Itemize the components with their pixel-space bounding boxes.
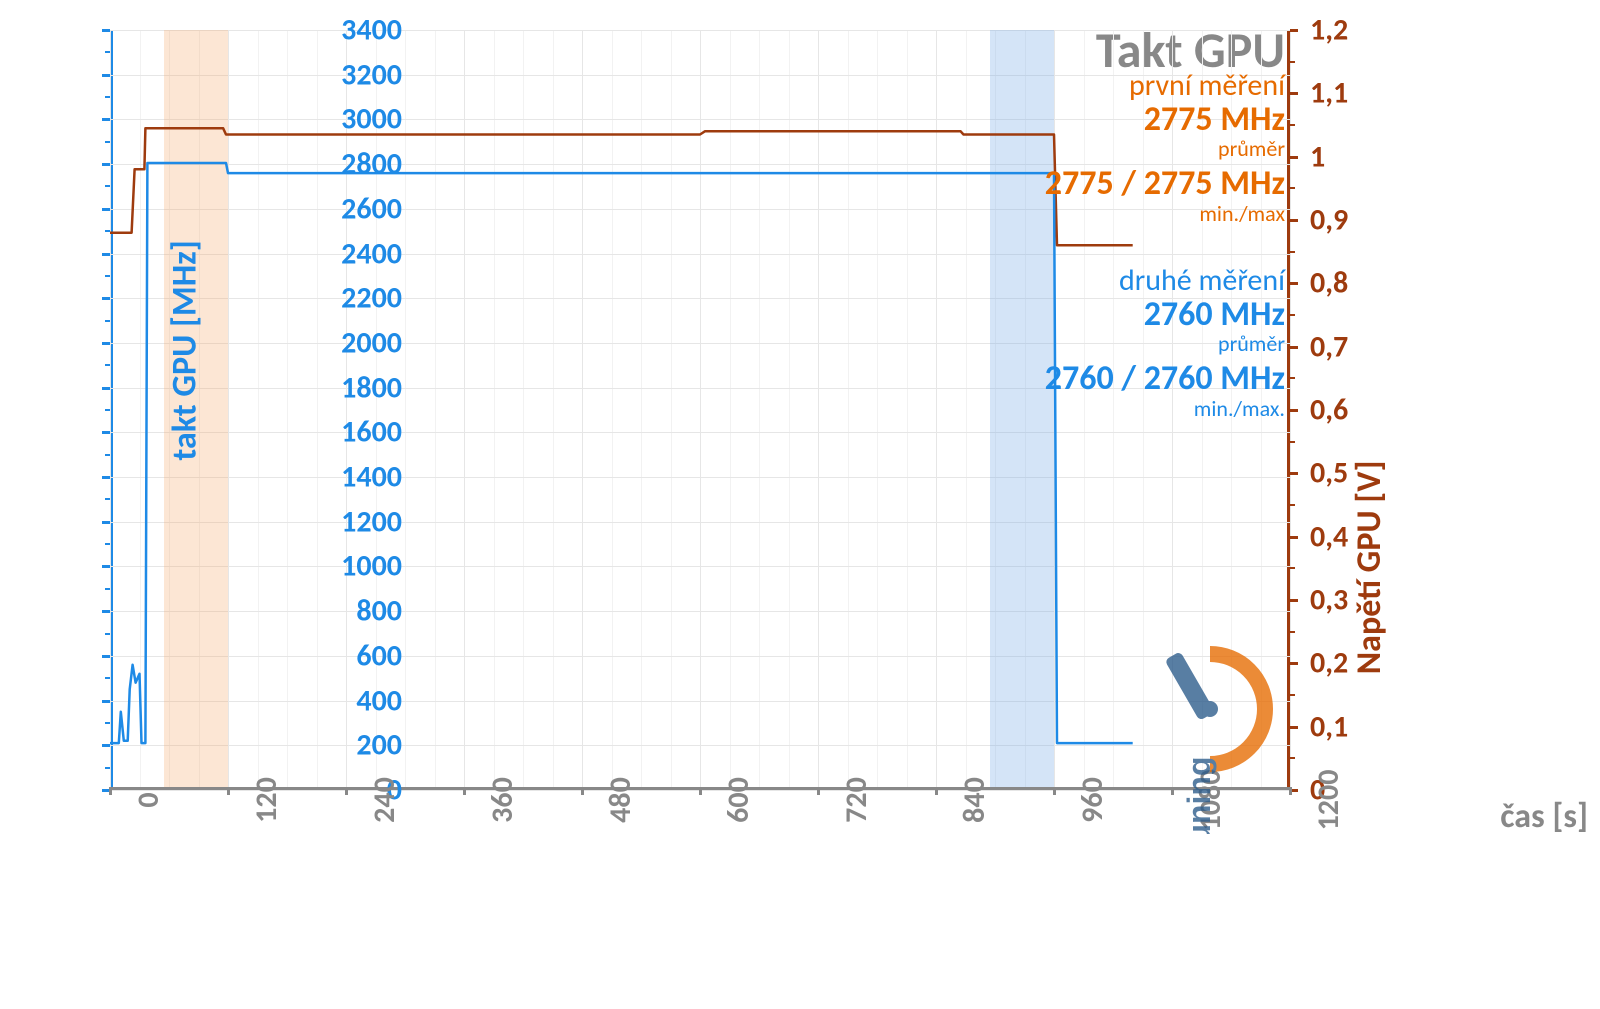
y-left-tick-label: 2800 — [322, 146, 402, 183]
y-left-tick-label: 400 — [322, 682, 402, 719]
anno-second-range-label: min./max. — [1045, 397, 1285, 420]
anno-second-value: 2760 MHz — [1045, 297, 1285, 333]
y-left-tick-label: 3200 — [322, 56, 402, 93]
x-tick-label: 840 — [936, 777, 993, 823]
y-right-tick-label: 1 — [1310, 138, 1325, 175]
x-tick-label: 240 — [346, 777, 403, 823]
anno-first-range: 2775 / 2775 MHz — [1045, 166, 1285, 202]
y-left-tick-label: 1600 — [322, 414, 402, 451]
gpu-clock-chart: Takt GPU takt GPU [MHz] Napětí GPU [V] 0… — [0, 0, 1600, 1009]
voltage-line — [110, 128, 1133, 245]
y-left-tick-label: 1400 — [322, 459, 402, 496]
x-tick-label: 600 — [700, 777, 757, 823]
y-right-tick-label: 1,1 — [1310, 75, 1348, 112]
svg-text:pctuning: pctuning — [1181, 756, 1217, 834]
anno-second-header: druhé měření — [1045, 265, 1285, 297]
y-right-tick-label: 1,2 — [1310, 12, 1348, 49]
y-right-tick-label: 0,7 — [1310, 328, 1348, 365]
anno-first-header: první měření — [1045, 70, 1285, 102]
x-tick-label: 1200 — [1290, 770, 1347, 831]
y-right-axis-title: Napětí GPU [V] — [1350, 461, 1391, 675]
annotation-first: první měření 2775 MHz průměr 2775 / 2775… — [1045, 70, 1285, 225]
y-right-tick-label: 0,1 — [1310, 708, 1348, 745]
y-left-tick-label: 2200 — [322, 280, 402, 317]
y-left-tick-label: 800 — [322, 593, 402, 630]
y-left-tick-label: 2600 — [322, 190, 402, 227]
y-right-tick-label: 0,3 — [1310, 582, 1348, 619]
y-left-tick-label: 2000 — [322, 324, 402, 361]
y-left-tick-label: 600 — [322, 637, 402, 674]
annotation-second: druhé měření 2760 MHz průměr 2760 / 2760… — [1045, 265, 1285, 420]
y-left-tick-label: 1000 — [322, 548, 402, 585]
anno-first-range-label: min./max — [1045, 202, 1285, 225]
x-tick-label: 720 — [818, 777, 875, 823]
pctuning-logo: pctuning — [1130, 584, 1290, 834]
y-right-tick-label: 0,9 — [1310, 202, 1348, 239]
anno-first-value: 2775 MHz — [1045, 102, 1285, 138]
x-tick-label: 960 — [1054, 777, 1111, 823]
y-right-tick-label: 0,8 — [1310, 265, 1348, 302]
x-tick-label: 360 — [464, 777, 521, 823]
y-left-tick-label: 3400 — [322, 12, 402, 49]
y-right-tick-label: 0,4 — [1310, 518, 1348, 555]
y-left-tick-label: 1800 — [322, 369, 402, 406]
y-right-tick-label: 0,6 — [1310, 392, 1348, 429]
anno-second-avg: průměr — [1045, 332, 1285, 355]
y-left-tick-label: 1200 — [322, 503, 402, 540]
anno-first-avg: průměr — [1045, 137, 1285, 160]
x-tick-label: 480 — [582, 777, 639, 823]
anno-second-range: 2760 / 2760 MHz — [1045, 361, 1285, 397]
y-right-tick-label: 0,2 — [1310, 645, 1348, 682]
y-left-axis-title: takt GPU [MHz] — [165, 240, 206, 460]
y-left-tick-label: 200 — [322, 727, 402, 764]
y-right-tick-label: 0,5 — [1310, 455, 1348, 492]
y-left-tick-label: 2400 — [322, 235, 402, 272]
x-tick-label: 0 — [110, 792, 167, 807]
x-axis-title: čas [s] — [1500, 796, 1588, 837]
y-left-tick-label: 3000 — [322, 101, 402, 138]
x-tick-label: 120 — [228, 777, 285, 823]
clock-line — [110, 163, 1133, 743]
